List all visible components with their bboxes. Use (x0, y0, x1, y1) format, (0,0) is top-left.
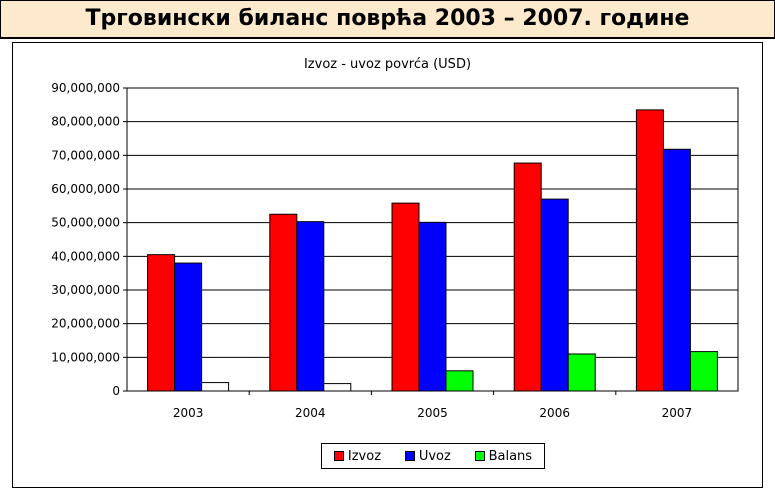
chart-title: Izvoz - uvoz povrća (USD) (303, 57, 472, 72)
legend-item-izvoz: Izvoz (333, 448, 382, 464)
bar-uvoz-2007 (662, 148, 691, 392)
bar-izvoz-2007 (635, 109, 664, 392)
bar-balans-2003 (201, 382, 230, 392)
chart-frame: Izvoz - uvoz povrća (USD) 0 10,000,000 20,… (12, 42, 763, 488)
bar-balans-2007 (689, 351, 718, 392)
legend-item-uvoz: Uvoz (404, 448, 451, 464)
y-tick-label: 90,000,000 (51, 81, 120, 95)
x-tick-label: 2004 (295, 406, 326, 420)
y-tick-label: 40,000,000 (51, 249, 120, 263)
legend-swatch-uvoz (404, 451, 415, 461)
y-tick-label: 0 (112, 384, 120, 398)
x-tick-label: 2007 (662, 406, 693, 420)
bar-uvoz-2003 (174, 262, 203, 392)
bar-uvoz-2005 (418, 221, 447, 392)
legend-item-balans: Balans (474, 448, 533, 464)
bar-balans-2006 (567, 353, 596, 392)
legend-swatch-balans (474, 451, 485, 461)
y-tick-label: 30,000,000 (51, 283, 120, 297)
title-banner: Трговински биланс поврћа 2003 – 2007. го… (0, 0, 775, 39)
y-tick-label: 50,000,000 (51, 216, 120, 230)
legend-label-balans: Balans (488, 448, 533, 464)
chart-legend: Izvoz Uvoz Balans (321, 443, 545, 469)
y-tick-label: 60,000,000 (51, 182, 120, 196)
page-title: Трговински биланс поврћа 2003 – 2007. го… (85, 6, 690, 31)
bar-izvoz-2003 (147, 254, 176, 392)
bar-uvoz-2004 (296, 221, 325, 392)
bar-izvoz-2006 (513, 162, 542, 392)
y-tick-label: 80,000,000 (51, 115, 120, 129)
y-tick-label: 70,000,000 (51, 148, 120, 162)
legend-swatch-izvoz (333, 451, 344, 461)
x-tick-label: 2006 (539, 406, 570, 420)
legend-label-uvoz: Uvoz (418, 448, 451, 464)
x-tick-label: 2003 (173, 406, 204, 420)
x-tick-label: 2005 (417, 406, 448, 420)
bar-izvoz-2005 (391, 202, 420, 392)
bar-chart: 0 10,000,000 20,000,000 30,000,000 40,000,00… (51, 81, 739, 420)
bar-balans-2005 (445, 370, 474, 392)
legend-label-izvoz: Izvoz (347, 448, 382, 464)
y-tick-label: 20,000,000 (51, 317, 120, 331)
bar-izvoz-2004 (269, 213, 298, 392)
bar-balans-2004 (323, 383, 352, 392)
y-tick-label: 10,000,000 (51, 350, 120, 364)
bar-uvoz-2006 (540, 198, 569, 392)
